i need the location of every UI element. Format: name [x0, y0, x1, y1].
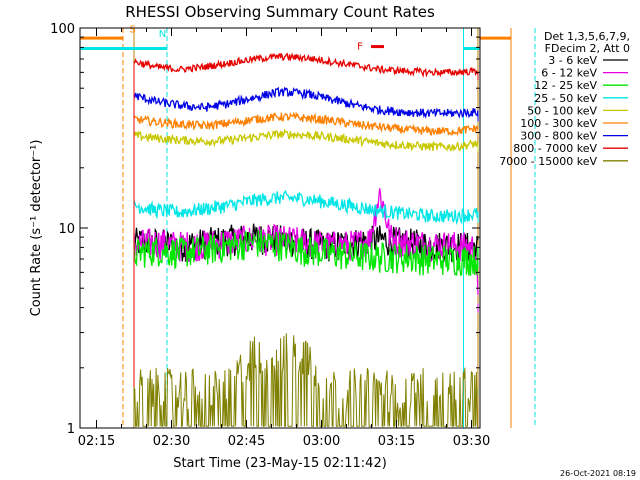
axes: 02:15 02:30 02:45 03:00 03:15 03:30 1 10 100 [50, 22, 490, 449]
y-tick-label: 10 [58, 222, 75, 237]
legend-label: 7000 - 15000 keV [499, 155, 597, 168]
legend-label: 50 - 100 keV [527, 104, 597, 117]
chart-title: RHESSI Observing Summary Count Rates [125, 3, 435, 21]
legend-label: 3 - 6 keV [548, 54, 597, 67]
series-50-100kev-line [133, 128, 479, 152]
y-tick-label: 1 [67, 422, 75, 437]
series-100-300kev-line [133, 111, 479, 137]
series-layer [133, 52, 479, 428]
legend-label: 25 - 50 keV [534, 92, 597, 105]
annotation-f: F [357, 42, 363, 53]
legend-label: 12 - 25 keV [534, 79, 597, 92]
x-tick-label: 02:30 [153, 434, 190, 449]
x-tick-label: 03:30 [453, 434, 490, 449]
x-tick-label: 03:00 [303, 434, 340, 449]
annotation-n: N [159, 29, 166, 40]
legend-header-line: Det 1,3,5,6,7,9, [544, 30, 630, 43]
legend: Det 1,3,5,6,7,9,FDecim 2, Att 03 - 6 keV… [499, 30, 630, 168]
annotation-s: S [129, 24, 135, 35]
series-7000-15000kev-line [133, 333, 478, 427]
footer-timestamp: 26-Oct-2021 08:19 [560, 469, 636, 478]
y-tick-label: 100 [50, 22, 75, 37]
series-12-25kev-line [133, 229, 479, 277]
series-300-800kev-line [133, 86, 479, 119]
legend-label: 100 - 300 keV [520, 117, 597, 130]
y-axis-label: Count Rate (s⁻¹ detector⁻¹) [29, 140, 44, 317]
legend-label: 800 - 7000 keV [513, 142, 597, 155]
x-tick-label: 02:15 [78, 434, 115, 449]
legend-label: 6 - 12 keV [541, 67, 597, 80]
x-axis-label: Start Time (23-May-15 02:11:42) [173, 456, 387, 471]
annotations: S N F [129, 24, 384, 53]
series-25-50kev-line [133, 189, 479, 226]
x-tick-label: 02:45 [228, 434, 265, 449]
series-800-7000kev-line [133, 52, 478, 78]
legend-label: 300 - 800 keV [520, 130, 597, 143]
series-6-12kev-line [133, 188, 479, 295]
legend-header-line: FDecim 2, Att 0 [545, 42, 630, 55]
x-tick-label: 03:15 [378, 434, 415, 449]
